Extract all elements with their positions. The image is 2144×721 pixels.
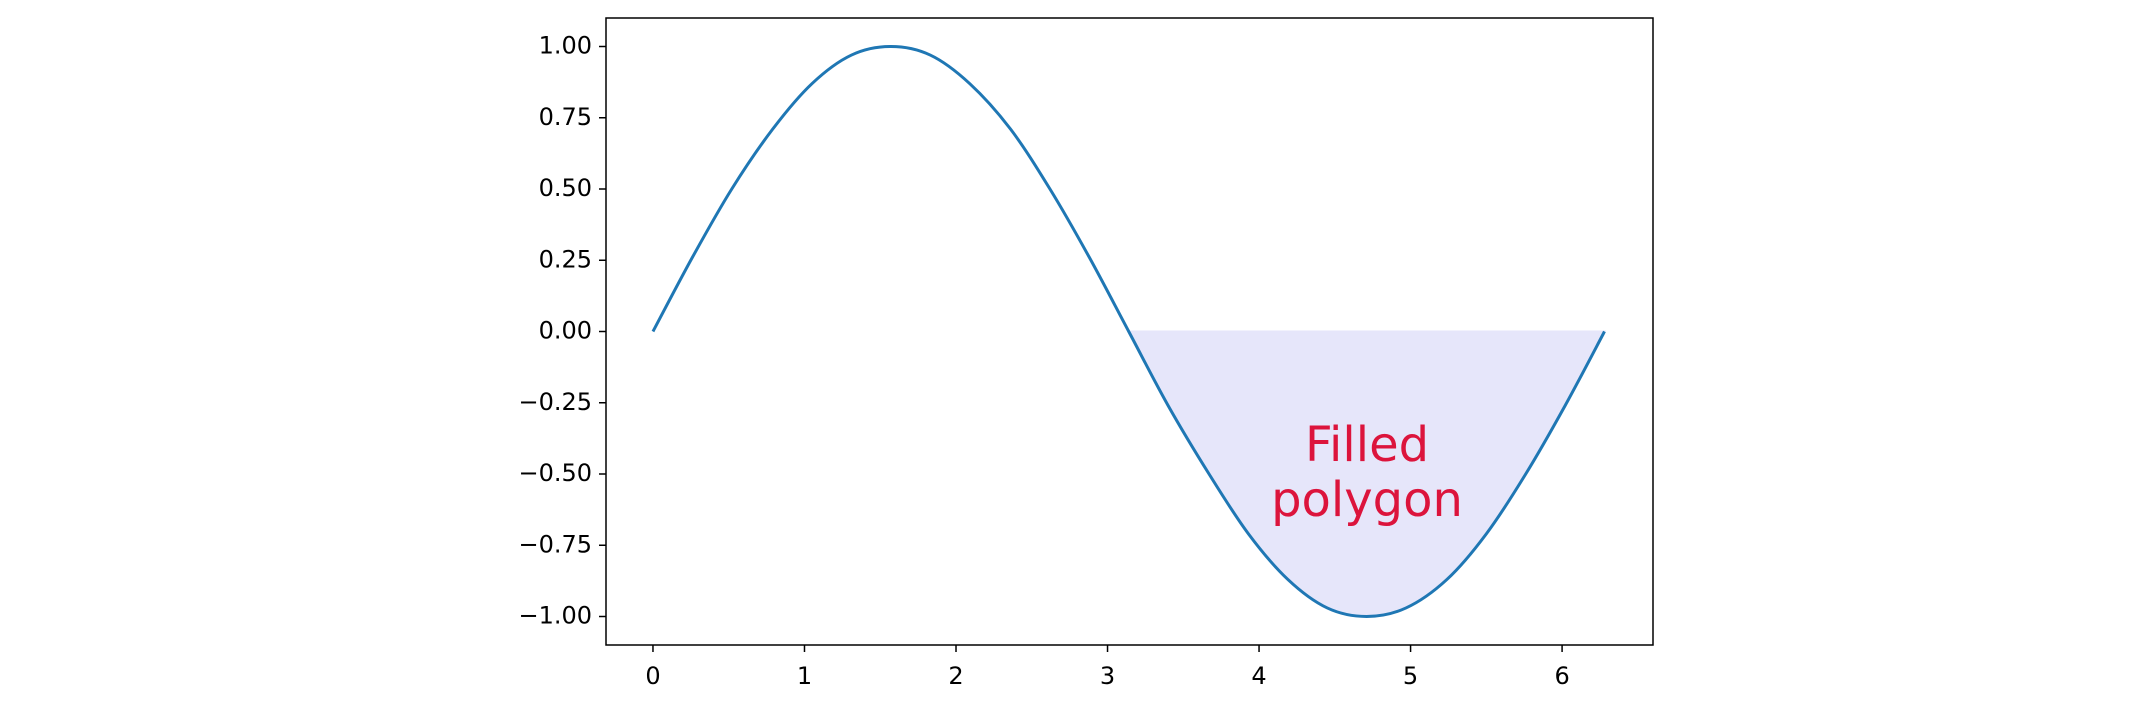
x-tick-label: 4: [1251, 662, 1266, 690]
annotation: Filled: [1305, 417, 1429, 473]
y-tick-label: −0.75: [518, 530, 592, 558]
x-tick-label: 0: [645, 662, 660, 690]
y-tick-label: 0.25: [539, 245, 592, 273]
x-tick-label: 1: [797, 662, 812, 690]
annotation: polygon: [1271, 472, 1463, 528]
x-tick-label: 2: [948, 662, 963, 690]
y-tick-label: 0.00: [539, 317, 592, 345]
y-tick-label: 0.75: [539, 103, 592, 131]
y-tick-label: −1.00: [518, 602, 592, 630]
x-tick-label: 5: [1403, 662, 1418, 690]
y-tick-label: 0.50: [539, 174, 592, 202]
y-tick-label: −0.50: [518, 459, 592, 487]
line: [651, 44, 1606, 619]
y-tick-label: −0.25: [518, 388, 592, 416]
x-tick-label: 3: [1100, 662, 1115, 690]
x-tick-label: 6: [1554, 662, 1569, 690]
y-tick-label: 1.00: [539, 32, 592, 60]
